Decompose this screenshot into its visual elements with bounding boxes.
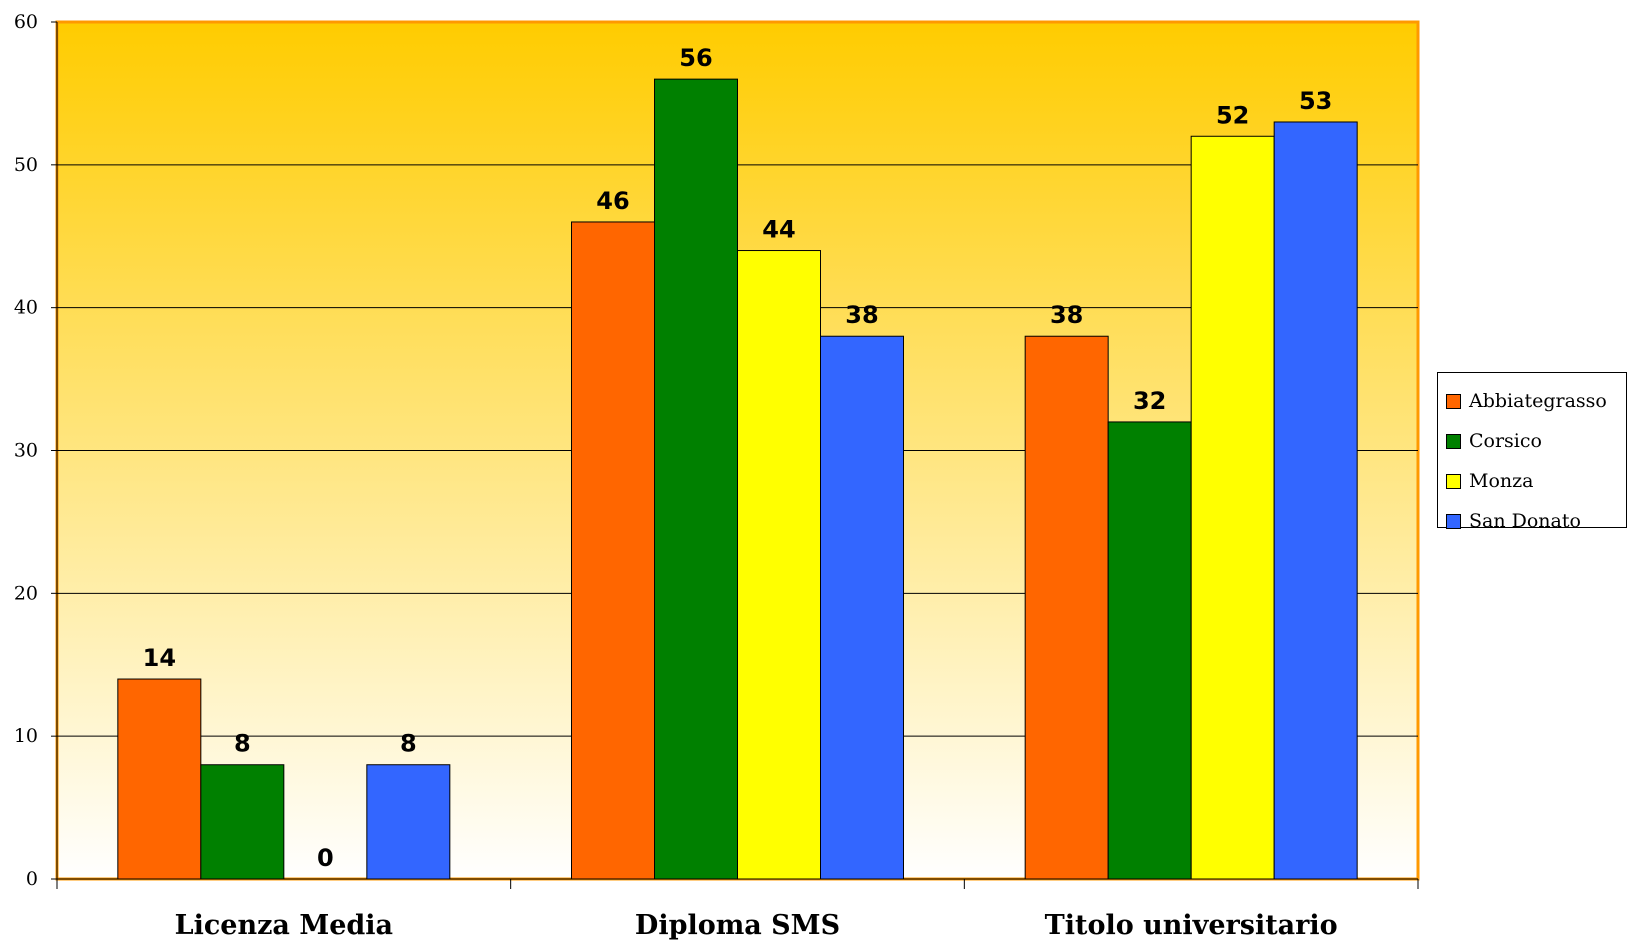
bar — [1190, 135, 1275, 880]
legend-label: Abbiategrasso — [1469, 390, 1607, 412]
data-label: 56 — [679, 44, 712, 72]
y-tick-label: 50 — [14, 154, 38, 176]
bar — [1273, 121, 1358, 880]
data-label: 14 — [143, 644, 176, 672]
legend-swatch — [1446, 393, 1461, 409]
bar — [571, 221, 655, 880]
legend-label: Corsico — [1469, 430, 1542, 452]
legend-swatch — [1446, 433, 1461, 449]
legend-swatch — [1446, 473, 1461, 489]
bar — [654, 78, 738, 880]
legend-item: Monza — [1446, 461, 1626, 501]
bar — [737, 250, 821, 880]
category-label: Diploma SMS — [635, 910, 840, 941]
data-label: 0 — [317, 844, 334, 872]
legend-item: Abbiategrasso — [1446, 381, 1626, 421]
legend-item: Corsico — [1446, 421, 1626, 461]
data-label: 53 — [1299, 87, 1332, 115]
legend-item: San Donato — [1446, 501, 1626, 541]
data-label: 38 — [1050, 301, 1083, 329]
axes — [51, 21, 1419, 889]
bar — [1024, 335, 1109, 880]
y-tick-label: 0 — [26, 868, 38, 890]
data-label: 8 — [400, 730, 417, 758]
bar — [200, 764, 285, 880]
data-label: 8 — [234, 730, 251, 758]
bar — [820, 335, 904, 880]
y-tick-label: 40 — [14, 297, 38, 319]
bar — [366, 764, 451, 880]
y-tick-label: 10 — [14, 725, 38, 747]
data-label: 44 — [762, 216, 795, 244]
legend-swatch — [1446, 513, 1461, 529]
labels: 0 10 20 30 40 50 60 14 8 0 8 Licenza Media 46 56 44 38 D… — [14, 11, 1338, 941]
category-label: Licenza Media — [175, 910, 393, 941]
data-label: 32 — [1133, 387, 1166, 415]
data-label: 46 — [596, 187, 629, 215]
bars — [117, 78, 1358, 880]
bar — [117, 678, 202, 880]
category-label: Titolo universitario — [1045, 910, 1338, 941]
y-tick-label: 30 — [14, 440, 38, 462]
bar — [1107, 421, 1192, 880]
legend: Abbiategrasso Corsico Monza San Donato — [1437, 372, 1627, 532]
legend-label: San Donato — [1469, 510, 1581, 532]
legend-label: Monza — [1469, 470, 1534, 492]
data-label: 52 — [1216, 101, 1249, 129]
y-tick-label: 60 — [14, 11, 38, 33]
data-label: 38 — [845, 301, 878, 329]
y-tick-label: 20 — [14, 582, 38, 604]
